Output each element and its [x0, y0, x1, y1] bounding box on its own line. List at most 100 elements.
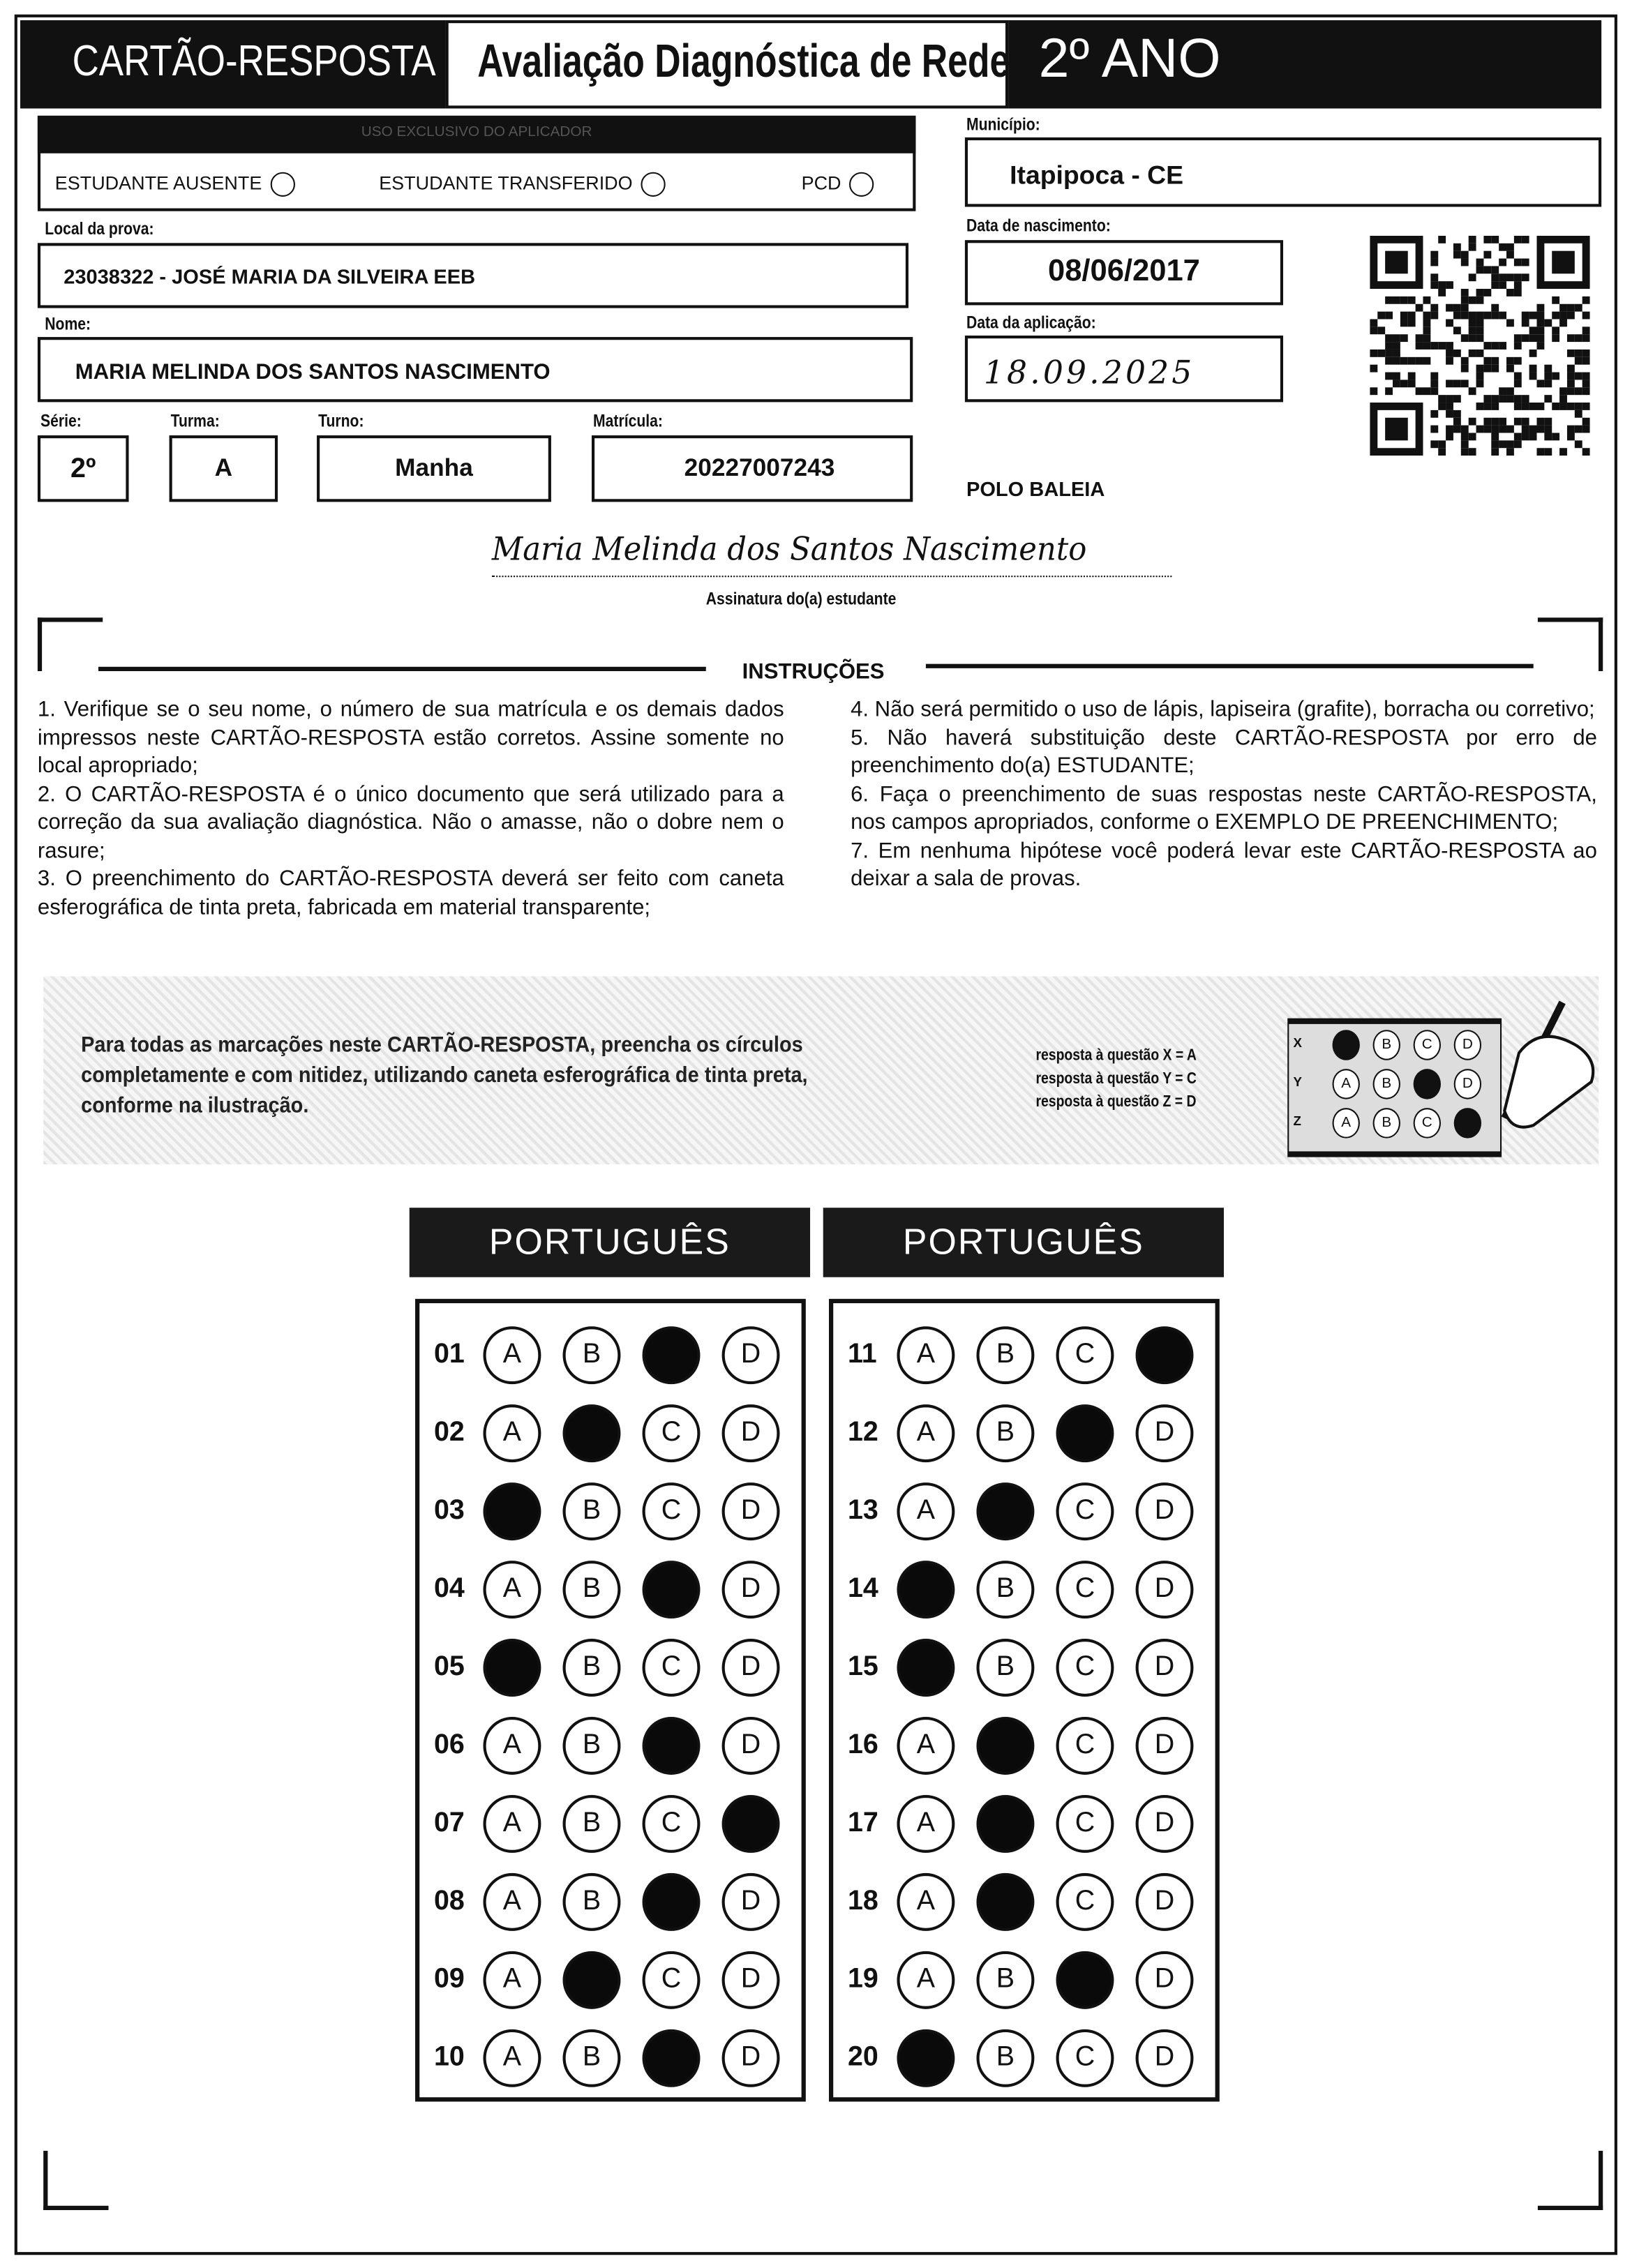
- option-a-bubble[interactable]: A: [483, 1561, 541, 1619]
- option-a-bubble[interactable]: A: [897, 1482, 955, 1541]
- option-a-bubble[interactable]: A: [897, 1326, 955, 1385]
- transferred-circle[interactable]: [641, 172, 666, 197]
- option-b-bubble[interactable]: B: [976, 1404, 1035, 1463]
- option-a-bubble[interactable]: [483, 1639, 541, 1697]
- municipio-label: Município:: [966, 114, 1040, 135]
- option-c-bubble[interactable]: C: [1056, 1326, 1114, 1385]
- option-d-bubble[interactable]: [721, 1794, 780, 1853]
- option-d-bubble[interactable]: D: [1135, 1561, 1194, 1619]
- option-a-bubble[interactable]: [483, 1482, 541, 1541]
- option-b-bubble[interactable]: B: [976, 1326, 1035, 1385]
- option-pcd[interactable]: PCD: [802, 172, 875, 197]
- option-d-bubble[interactable]: D: [721, 1404, 780, 1463]
- option-c-bubble[interactable]: C: [1056, 1794, 1114, 1853]
- question-number: 05: [433, 1651, 465, 1683]
- option-a-bubble[interactable]: A: [483, 1951, 541, 2009]
- matricula-value: 20227007243: [684, 454, 835, 482]
- option-c-bubble[interactable]: C: [642, 1639, 701, 1697]
- option-d-bubble[interactable]: D: [1135, 1482, 1194, 1541]
- option-b-bubble[interactable]: [976, 1872, 1035, 1931]
- option-b-bubble[interactable]: B: [562, 1561, 621, 1619]
- option-b-bubble[interactable]: [976, 1794, 1035, 1853]
- option-b-bubble[interactable]: B: [562, 2029, 621, 2087]
- absent-circle[interactable]: [270, 172, 296, 197]
- option-a-bubble[interactable]: A: [483, 2029, 541, 2087]
- option-c-bubble[interactable]: [642, 1872, 701, 1931]
- option-b-bubble[interactable]: B: [976, 1561, 1035, 1619]
- option-d-bubble[interactable]: D: [1135, 1794, 1194, 1853]
- option-a-bubble[interactable]: A: [483, 1872, 541, 1931]
- option-a-bubble[interactable]: A: [483, 1717, 541, 1775]
- option-c-bubble[interactable]: [642, 1561, 701, 1619]
- question-number: 17: [847, 1808, 878, 1839]
- option-c-bubble[interactable]: C: [1056, 1561, 1114, 1619]
- option-d-bubble[interactable]: [1135, 1326, 1194, 1385]
- option-b-bubble[interactable]: B: [976, 1639, 1035, 1697]
- option-a-bubble[interactable]: A: [897, 1717, 955, 1775]
- option-d-bubble[interactable]: D: [721, 1561, 780, 1619]
- option-c-bubble[interactable]: C: [1056, 1717, 1114, 1775]
- option-a-bubble[interactable]: [897, 2029, 955, 2087]
- option-transferred[interactable]: ESTUDANTE TRANSFERIDO: [379, 172, 666, 197]
- option-d-bubble[interactable]: D: [721, 1951, 780, 2009]
- nome-label: Nome:: [45, 313, 91, 334]
- option-b-bubble[interactable]: [562, 1404, 621, 1463]
- option-c-bubble[interactable]: C: [1056, 1482, 1114, 1541]
- turno-label: Turno:: [318, 410, 364, 431]
- pcd-circle[interactable]: [849, 172, 875, 197]
- option-d-bubble[interactable]: D: [1135, 1404, 1194, 1463]
- option-a-bubble[interactable]: [897, 1639, 955, 1697]
- option-b-bubble[interactable]: [562, 1951, 621, 2009]
- option-c-bubble[interactable]: C: [642, 1404, 701, 1463]
- option-d-bubble[interactable]: D: [1135, 1872, 1194, 1931]
- option-d-bubble[interactable]: D: [721, 1717, 780, 1775]
- option-c-bubble[interactable]: C: [1056, 1872, 1114, 1931]
- option-c-bubble[interactable]: C: [1056, 1639, 1114, 1697]
- option-c-bubble[interactable]: [642, 1717, 701, 1775]
- option-d-bubble[interactable]: D: [1135, 1639, 1194, 1697]
- option-b-bubble[interactable]: B: [562, 1794, 621, 1853]
- option-a-bubble[interactable]: A: [483, 1794, 541, 1853]
- option-b-bubble[interactable]: B: [562, 1717, 621, 1775]
- option-c-bubble[interactable]: C: [1056, 2029, 1114, 2087]
- option-c-bubble[interactable]: [1056, 1951, 1114, 2009]
- example-text: Para todas as marcações neste CARTÃO-RES…: [81, 1032, 808, 1118]
- option-a-bubble[interactable]: A: [897, 1872, 955, 1931]
- option-a-bubble[interactable]: A: [897, 1794, 955, 1853]
- option-b-bubble[interactable]: [976, 1717, 1035, 1775]
- option-d-bubble[interactable]: D: [721, 2029, 780, 2087]
- option-c-bubble[interactable]: [642, 2029, 701, 2087]
- option-a-bubble[interactable]: A: [483, 1326, 541, 1385]
- option-a-bubble[interactable]: [897, 1561, 955, 1619]
- question-number: 13: [847, 1495, 878, 1526]
- option-b-bubble[interactable]: B: [562, 1639, 621, 1697]
- option-c-bubble[interactable]: C: [642, 1951, 701, 2009]
- option-d-bubble[interactable]: D: [721, 1326, 780, 1385]
- option-d-bubble[interactable]: D: [721, 1482, 780, 1541]
- option-d-bubble[interactable]: D: [721, 1639, 780, 1697]
- option-b-bubble[interactable]: B: [562, 1872, 621, 1931]
- applicator-title: USO EXCLUSIVO DO APLICADOR: [361, 124, 592, 141]
- option-a-bubble[interactable]: A: [483, 1404, 541, 1463]
- option-d-bubble[interactable]: D: [1135, 2029, 1194, 2087]
- option-c-bubble[interactable]: C: [642, 1482, 701, 1541]
- example-bubble: D: [1453, 1030, 1482, 1060]
- instructions-title: INSTRUÇÕES: [742, 659, 885, 684]
- question-number: 01: [433, 1339, 465, 1370]
- option-d-bubble[interactable]: D: [721, 1872, 780, 1931]
- option-absent[interactable]: ESTUDANTE AUSENTE: [55, 172, 296, 197]
- option-a-bubble[interactable]: A: [897, 1951, 955, 2009]
- option-b-bubble[interactable]: B: [562, 1482, 621, 1541]
- option-c-bubble[interactable]: [1056, 1404, 1114, 1463]
- option-d-bubble[interactable]: D: [1135, 1951, 1194, 2009]
- option-b-bubble[interactable]: B: [976, 1951, 1035, 2009]
- option-d-bubble[interactable]: D: [1135, 1717, 1194, 1775]
- option-c-bubble[interactable]: C: [642, 1794, 701, 1853]
- option-c-bubble[interactable]: [642, 1326, 701, 1385]
- option-a-bubble[interactable]: A: [897, 1404, 955, 1463]
- option-b-bubble[interactable]: B: [562, 1326, 621, 1385]
- option-b-bubble[interactable]: B: [976, 2029, 1035, 2087]
- example-row-label: Y: [1293, 1074, 1303, 1090]
- option-b-bubble[interactable]: [976, 1482, 1035, 1541]
